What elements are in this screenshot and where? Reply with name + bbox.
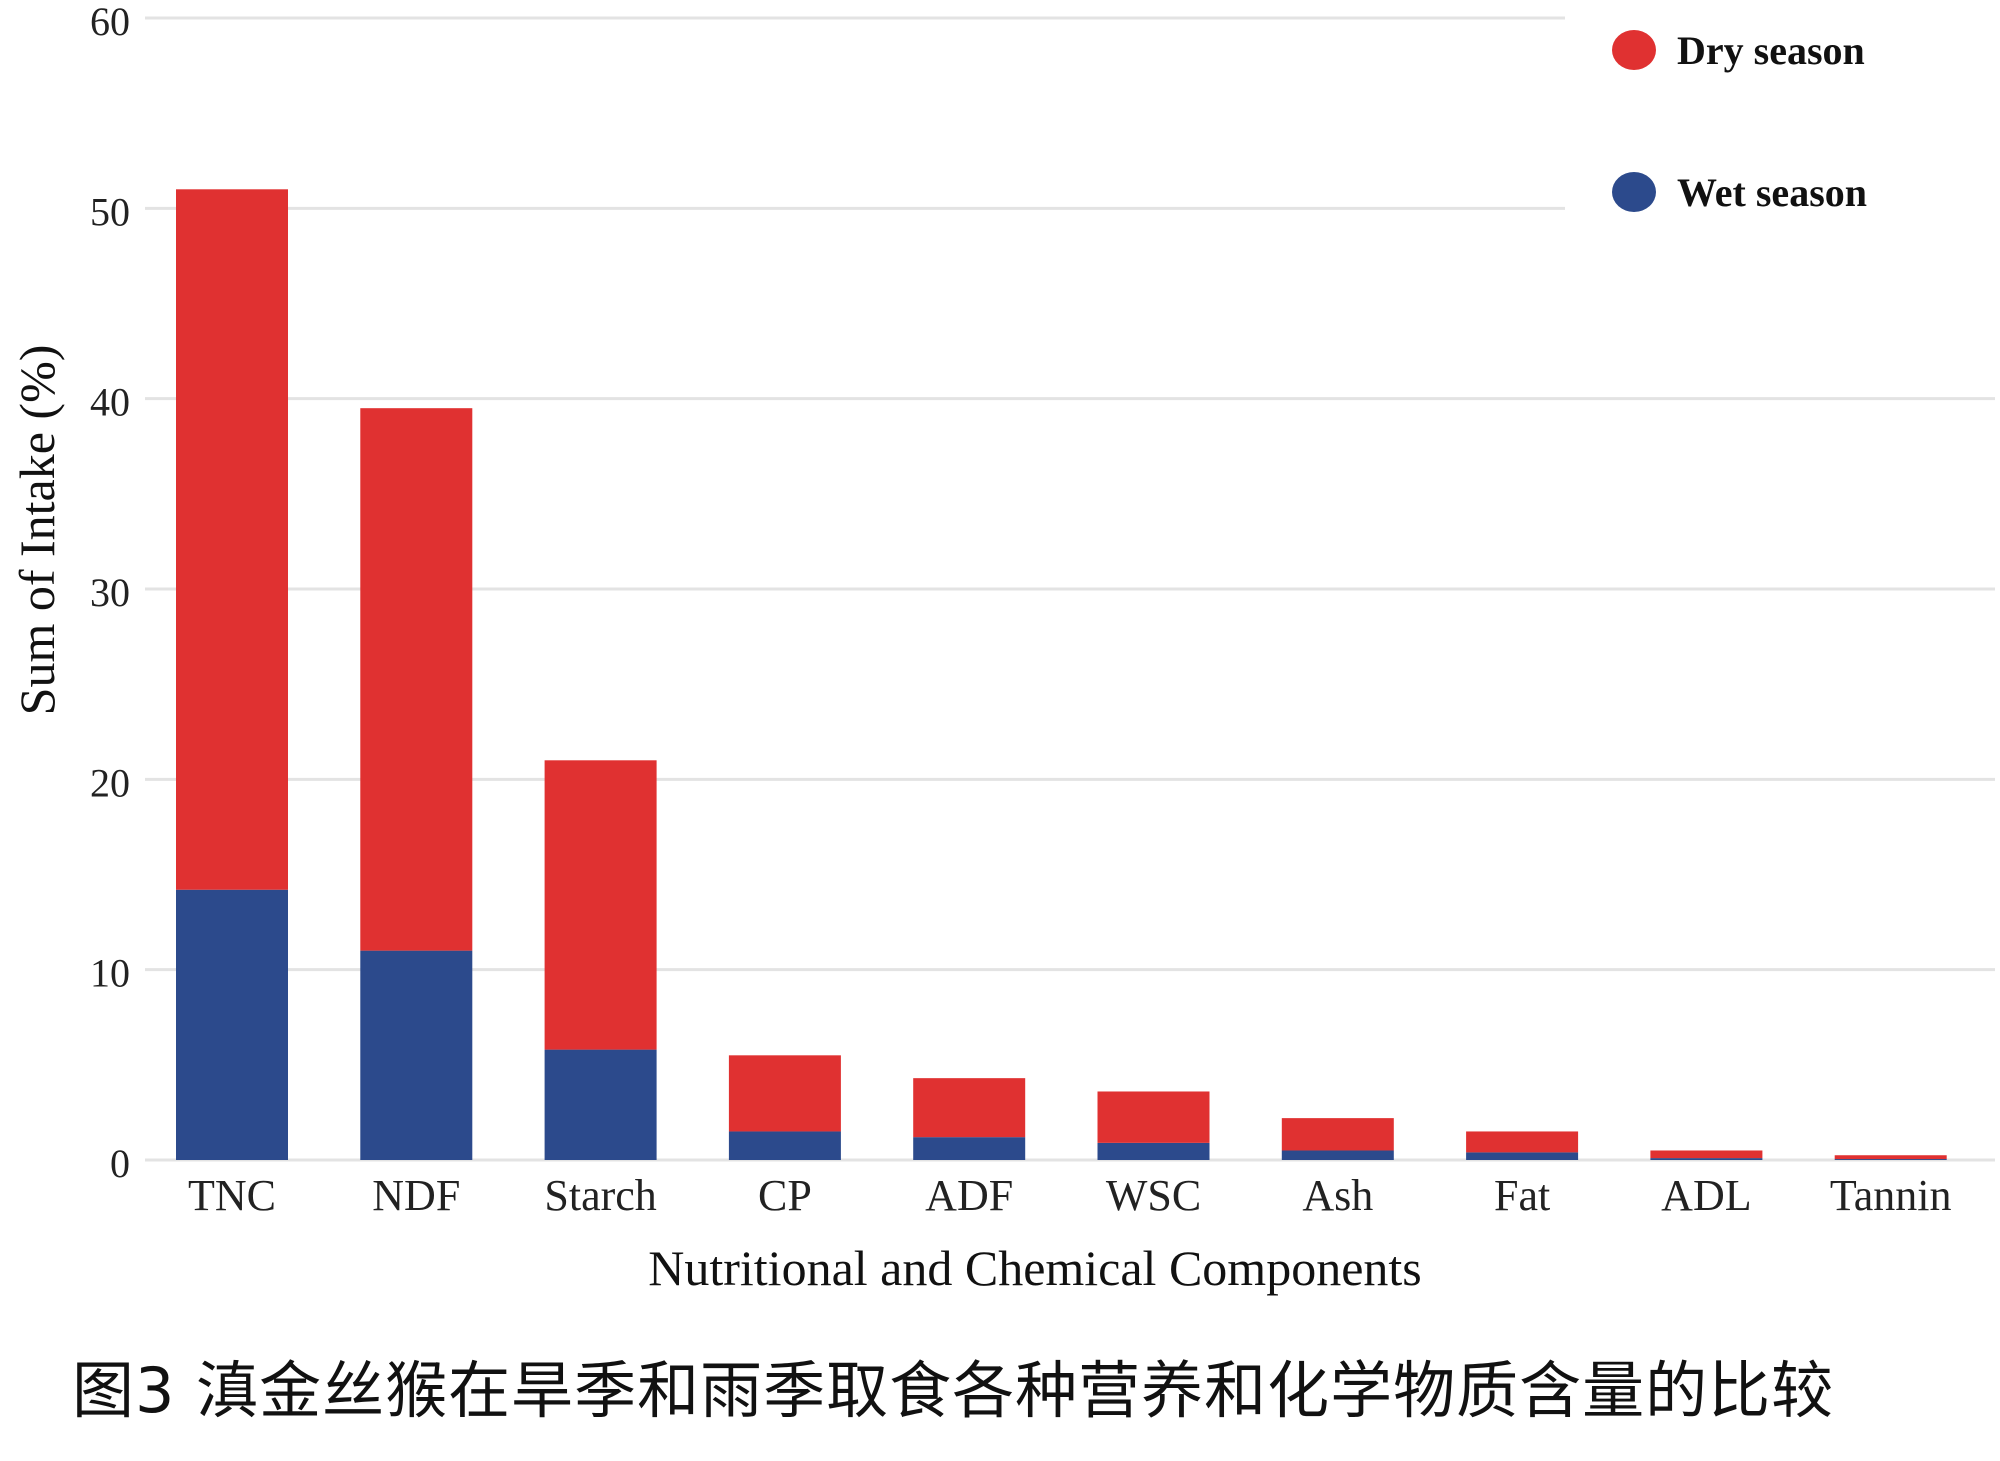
stacked-bar-chart: 0 10 20 30 40 50 60 TNC NDF Starch CP ADF WSC Ash Fat… bbox=[9, 0, 1995, 1296]
legend: Dry season Wet season bbox=[1612, 28, 1867, 215]
bar-dry-season bbox=[176, 189, 288, 890]
bar-wet-season bbox=[1097, 1142, 1210, 1160]
legend-marker bbox=[1612, 172, 1656, 212]
y-tick-label: 30 bbox=[90, 570, 130, 615]
x-tick-label: Tannin bbox=[1830, 1171, 1952, 1220]
legend-label: Wet season bbox=[1677, 170, 1867, 215]
bar-wet-season bbox=[176, 889, 288, 1160]
legend-label: Dry season bbox=[1677, 28, 1865, 73]
bar-dry-season bbox=[544, 760, 657, 1050]
bars bbox=[176, 189, 1947, 1160]
bar-dry-season bbox=[1466, 1131, 1579, 1153]
bar-dry-season bbox=[1281, 1118, 1394, 1151]
bar-dry-season bbox=[728, 1055, 841, 1132]
x-tick-label: Ash bbox=[1302, 1171, 1373, 1220]
y-tick-label: 60 bbox=[90, 0, 130, 44]
legend-marker bbox=[1612, 30, 1656, 70]
bar-wet-season bbox=[544, 1049, 657, 1160]
y-tick-label: 50 bbox=[90, 189, 130, 234]
bar-wet-season bbox=[1466, 1152, 1579, 1160]
bar-dry-season bbox=[1650, 1150, 1763, 1159]
bar-dry-season bbox=[360, 408, 473, 951]
bar-dry-season bbox=[913, 1078, 1026, 1138]
bar-dry-season bbox=[1097, 1091, 1210, 1143]
bar-wet-season bbox=[1650, 1158, 1763, 1160]
x-tick-label: CP bbox=[758, 1171, 812, 1220]
x-tick-label: NDF bbox=[372, 1171, 460, 1220]
x-tick-label: TNC bbox=[188, 1171, 276, 1220]
bar-wet-season bbox=[1281, 1150, 1394, 1160]
x-tick-label: Starch bbox=[544, 1171, 656, 1220]
y-tick-label: 20 bbox=[90, 760, 130, 805]
y-tick-label: 10 bbox=[90, 951, 130, 996]
x-axis-title: Nutritional and Chemical Components bbox=[648, 1240, 1422, 1296]
x-tick-label: WSC bbox=[1106, 1171, 1201, 1220]
x-tick-label: ADL bbox=[1661, 1171, 1751, 1220]
bar-wet-season bbox=[1834, 1159, 1947, 1160]
y-axis-title: Sum of Intake (%) bbox=[9, 345, 65, 716]
bar-wet-season bbox=[360, 950, 473, 1160]
y-tick-label: 0 bbox=[110, 1141, 130, 1186]
y-tick-label: 40 bbox=[90, 380, 130, 425]
x-tick-label: ADF bbox=[925, 1171, 1013, 1220]
bar-wet-season bbox=[728, 1131, 841, 1160]
figure-caption: 图3 滇金丝猴在旱季和雨季取食各种营养和化学物质含量的比较 bbox=[72, 1354, 1835, 1427]
x-tick-label: Fat bbox=[1494, 1171, 1550, 1220]
x-tick-labels: TNC NDF Starch CP ADF WSC Ash Fat ADL Tannin bbox=[188, 1171, 1951, 1220]
y-tick-labels: 0 10 20 30 40 50 60 bbox=[90, 0, 130, 1186]
bar-dry-season bbox=[1834, 1155, 1947, 1160]
bar-wet-season bbox=[913, 1137, 1026, 1160]
